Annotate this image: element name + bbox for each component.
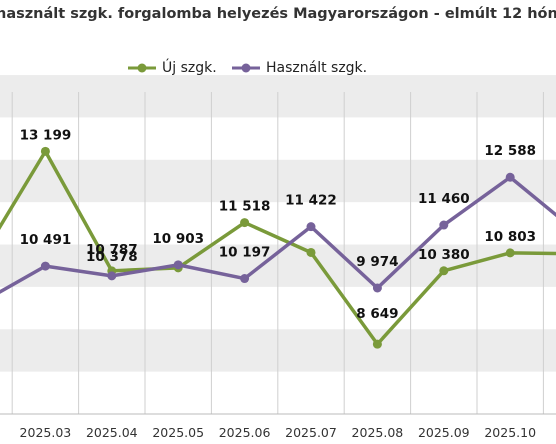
x-tick-label: 2025.05 <box>152 425 204 440</box>
data-label-used-cars: 10 903 <box>152 231 204 247</box>
data-point-used-cars <box>107 271 117 281</box>
data-label-new-cars: 11 518 <box>219 199 271 215</box>
data-label-new-cars: 10 803 <box>484 229 536 245</box>
data-label-new-cars: 13 199 <box>20 127 72 143</box>
legend-item-new-cars[interactable]: Új szgk. <box>128 60 217 76</box>
data-point-used-cars <box>40 261 50 271</box>
data-label-used-cars: 10 787 <box>86 242 138 258</box>
data-label-new-cars: 8 649 <box>356 306 398 322</box>
legend-label-used-cars: Használt szgk. <box>266 60 368 76</box>
data-point-used-cars <box>439 220 449 230</box>
data-point-used-cars <box>306 222 316 232</box>
data-label-new-cars: 10 380 <box>418 247 470 263</box>
x-tick-label: 2025.09 <box>418 425 470 440</box>
chart-title: használt szgk. forgalomba helyezés Magya… <box>0 6 556 22</box>
x-tick-label: 2025.10 <box>484 425 536 440</box>
data-point-used-cars <box>240 274 250 284</box>
data-point-new-cars <box>505 248 515 258</box>
data-label-used-cars: 9 974 <box>356 254 398 270</box>
data-point-used-cars <box>505 172 515 182</box>
legend-swatch-used-cars <box>232 63 260 73</box>
x-tick-label: 2025.04 <box>86 425 138 440</box>
data-point-used-cars <box>372 283 382 293</box>
data-label-used-cars: 11 460 <box>418 191 470 207</box>
series-line-new-cars <box>0 149 556 346</box>
data-point-new-cars <box>240 218 250 228</box>
series-line-used-cars <box>0 175 556 294</box>
legend-item-used-cars[interactable]: Használt szgk. <box>232 60 367 76</box>
legend-label-new-cars: Új szgk. <box>162 60 217 76</box>
legend: Új szgk. Használt szgk. <box>0 60 556 82</box>
data-point-new-cars <box>439 266 449 276</box>
x-tick-label: 2025.03 <box>20 425 72 440</box>
data-point-new-cars <box>40 146 50 156</box>
data-label-used-cars: 10 197 <box>219 245 271 261</box>
legend-swatch-new-cars <box>128 63 156 73</box>
data-label-new-cars: 10 378 <box>86 249 138 265</box>
data-label-used-cars: 10 491 <box>20 232 72 248</box>
data-point-used-cars <box>173 260 183 270</box>
data-label-used-cars: 11 422 <box>285 193 337 209</box>
x-tick-label: 2025.06 <box>219 425 271 440</box>
data-label-used-cars: 12 588 <box>484 143 536 159</box>
data-point-new-cars <box>306 247 316 257</box>
x-tick-label: 2025.08 <box>352 425 404 440</box>
x-tick-label: 2025.07 <box>285 425 337 440</box>
data-point-new-cars <box>372 339 382 349</box>
